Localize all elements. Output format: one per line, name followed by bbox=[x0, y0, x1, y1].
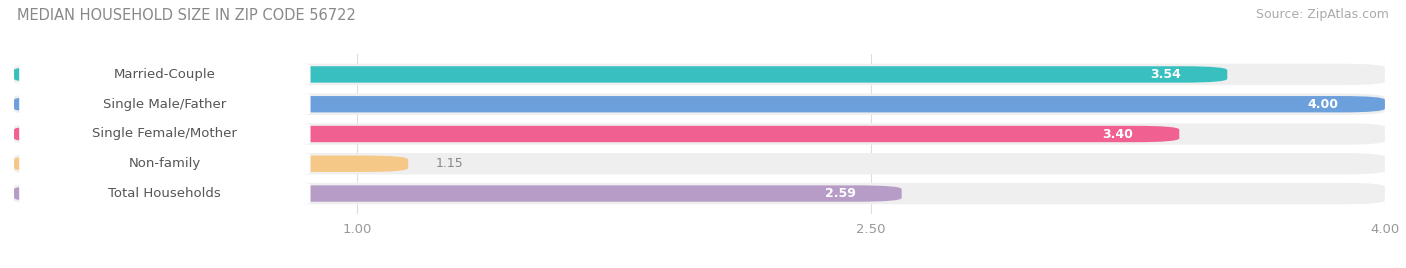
Text: 2.59: 2.59 bbox=[824, 187, 855, 200]
FancyBboxPatch shape bbox=[14, 153, 1385, 174]
Text: Total Households: Total Households bbox=[108, 187, 221, 200]
FancyBboxPatch shape bbox=[14, 123, 1385, 145]
FancyBboxPatch shape bbox=[14, 183, 1385, 204]
Text: Single Female/Mother: Single Female/Mother bbox=[93, 128, 238, 140]
FancyBboxPatch shape bbox=[14, 96, 1385, 112]
FancyBboxPatch shape bbox=[20, 92, 311, 117]
FancyBboxPatch shape bbox=[14, 126, 1180, 142]
FancyBboxPatch shape bbox=[14, 64, 1385, 85]
FancyBboxPatch shape bbox=[20, 181, 311, 206]
FancyBboxPatch shape bbox=[1268, 97, 1378, 111]
Text: 1.15: 1.15 bbox=[436, 157, 464, 170]
Text: Source: ZipAtlas.com: Source: ZipAtlas.com bbox=[1256, 8, 1389, 21]
Text: Married-Couple: Married-Couple bbox=[114, 68, 215, 81]
Text: 3.40: 3.40 bbox=[1102, 128, 1133, 140]
Text: Non-family: Non-family bbox=[129, 157, 201, 170]
FancyBboxPatch shape bbox=[14, 185, 901, 202]
Text: 4.00: 4.00 bbox=[1308, 98, 1339, 111]
Text: Single Male/Father: Single Male/Father bbox=[103, 98, 226, 111]
FancyBboxPatch shape bbox=[14, 66, 1227, 83]
FancyBboxPatch shape bbox=[20, 122, 311, 146]
FancyBboxPatch shape bbox=[1063, 127, 1173, 141]
Text: 3.54: 3.54 bbox=[1150, 68, 1181, 81]
FancyBboxPatch shape bbox=[20, 151, 311, 176]
Text: MEDIAN HOUSEHOLD SIZE IN ZIP CODE 56722: MEDIAN HOUSEHOLD SIZE IN ZIP CODE 56722 bbox=[17, 8, 356, 23]
FancyBboxPatch shape bbox=[785, 187, 894, 200]
FancyBboxPatch shape bbox=[14, 156, 408, 172]
FancyBboxPatch shape bbox=[14, 94, 1385, 115]
FancyBboxPatch shape bbox=[1111, 68, 1220, 81]
FancyBboxPatch shape bbox=[20, 62, 311, 87]
